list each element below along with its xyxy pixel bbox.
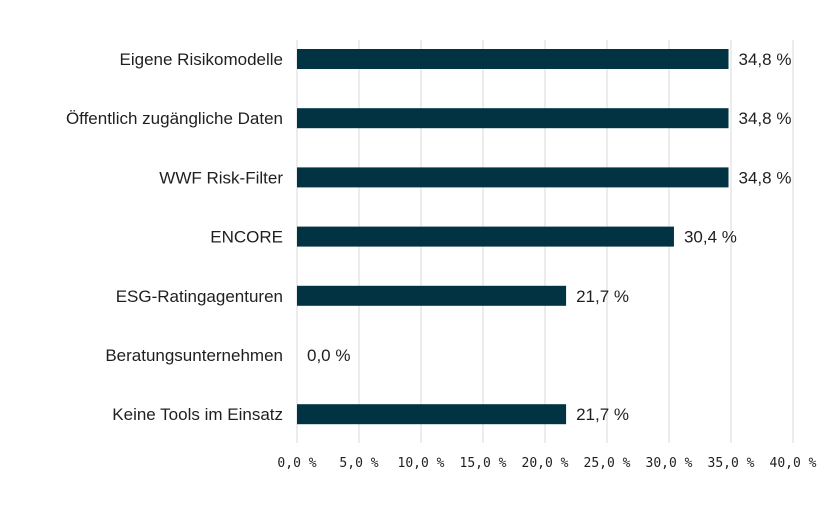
x-tick-label: 10,0 % [398, 456, 445, 471]
bar [297, 404, 567, 425]
value-label: 30,4 % [684, 228, 737, 247]
category-label: Keine Tools im Einsatz [112, 405, 283, 424]
x-axis-tick-labels: 0,0 % 5,0 % 10,0 % 15,0 % 20,0 % 25,0 % 30,0 %… [277, 456, 816, 471]
category-label: WWF Risk-Filter [159, 168, 283, 187]
x-tick-label: 15,0 % [460, 456, 507, 471]
bar [297, 226, 674, 247]
value-label: 34,8 % [739, 168, 792, 187]
category-label: ENCORE [210, 228, 283, 247]
value-label: 0,0 % [307, 346, 350, 365]
x-tick-label: 30,0 % [646, 456, 693, 471]
bar [297, 108, 729, 129]
bar [297, 167, 729, 188]
bar [297, 285, 567, 306]
value-labels: 34,8 % 34,8 % 34,8 % 30,4 % 21,7 % 0,0 % 21,7 … [307, 50, 791, 424]
category-label: Öffentlich zugängliche Daten [66, 109, 283, 128]
value-label: 21,7 % [576, 287, 629, 306]
x-tick-label: 35,0 % [708, 456, 755, 471]
x-tick-label: 25,0 % [584, 456, 631, 471]
bars [297, 49, 729, 425]
value-label: 34,8 % [739, 109, 792, 128]
value-label: 21,7 % [576, 405, 629, 424]
bar [297, 49, 729, 69]
x-tick-label: 0,0 % [277, 456, 316, 471]
x-tick-label: 5,0 % [339, 456, 378, 471]
category-label: Beratungsunternehmen [105, 346, 283, 365]
category-label: ESG-Ratingagenturen [116, 287, 283, 306]
x-tick-label: 40,0 % [770, 456, 817, 471]
value-label: 34,8 % [739, 50, 792, 69]
category-label: Eigene Risikomodelle [120, 50, 283, 69]
category-labels: Eigene Risikomodelle Öffentlich zugänglic… [66, 50, 283, 424]
x-tick-label: 20,0 % [522, 456, 569, 471]
